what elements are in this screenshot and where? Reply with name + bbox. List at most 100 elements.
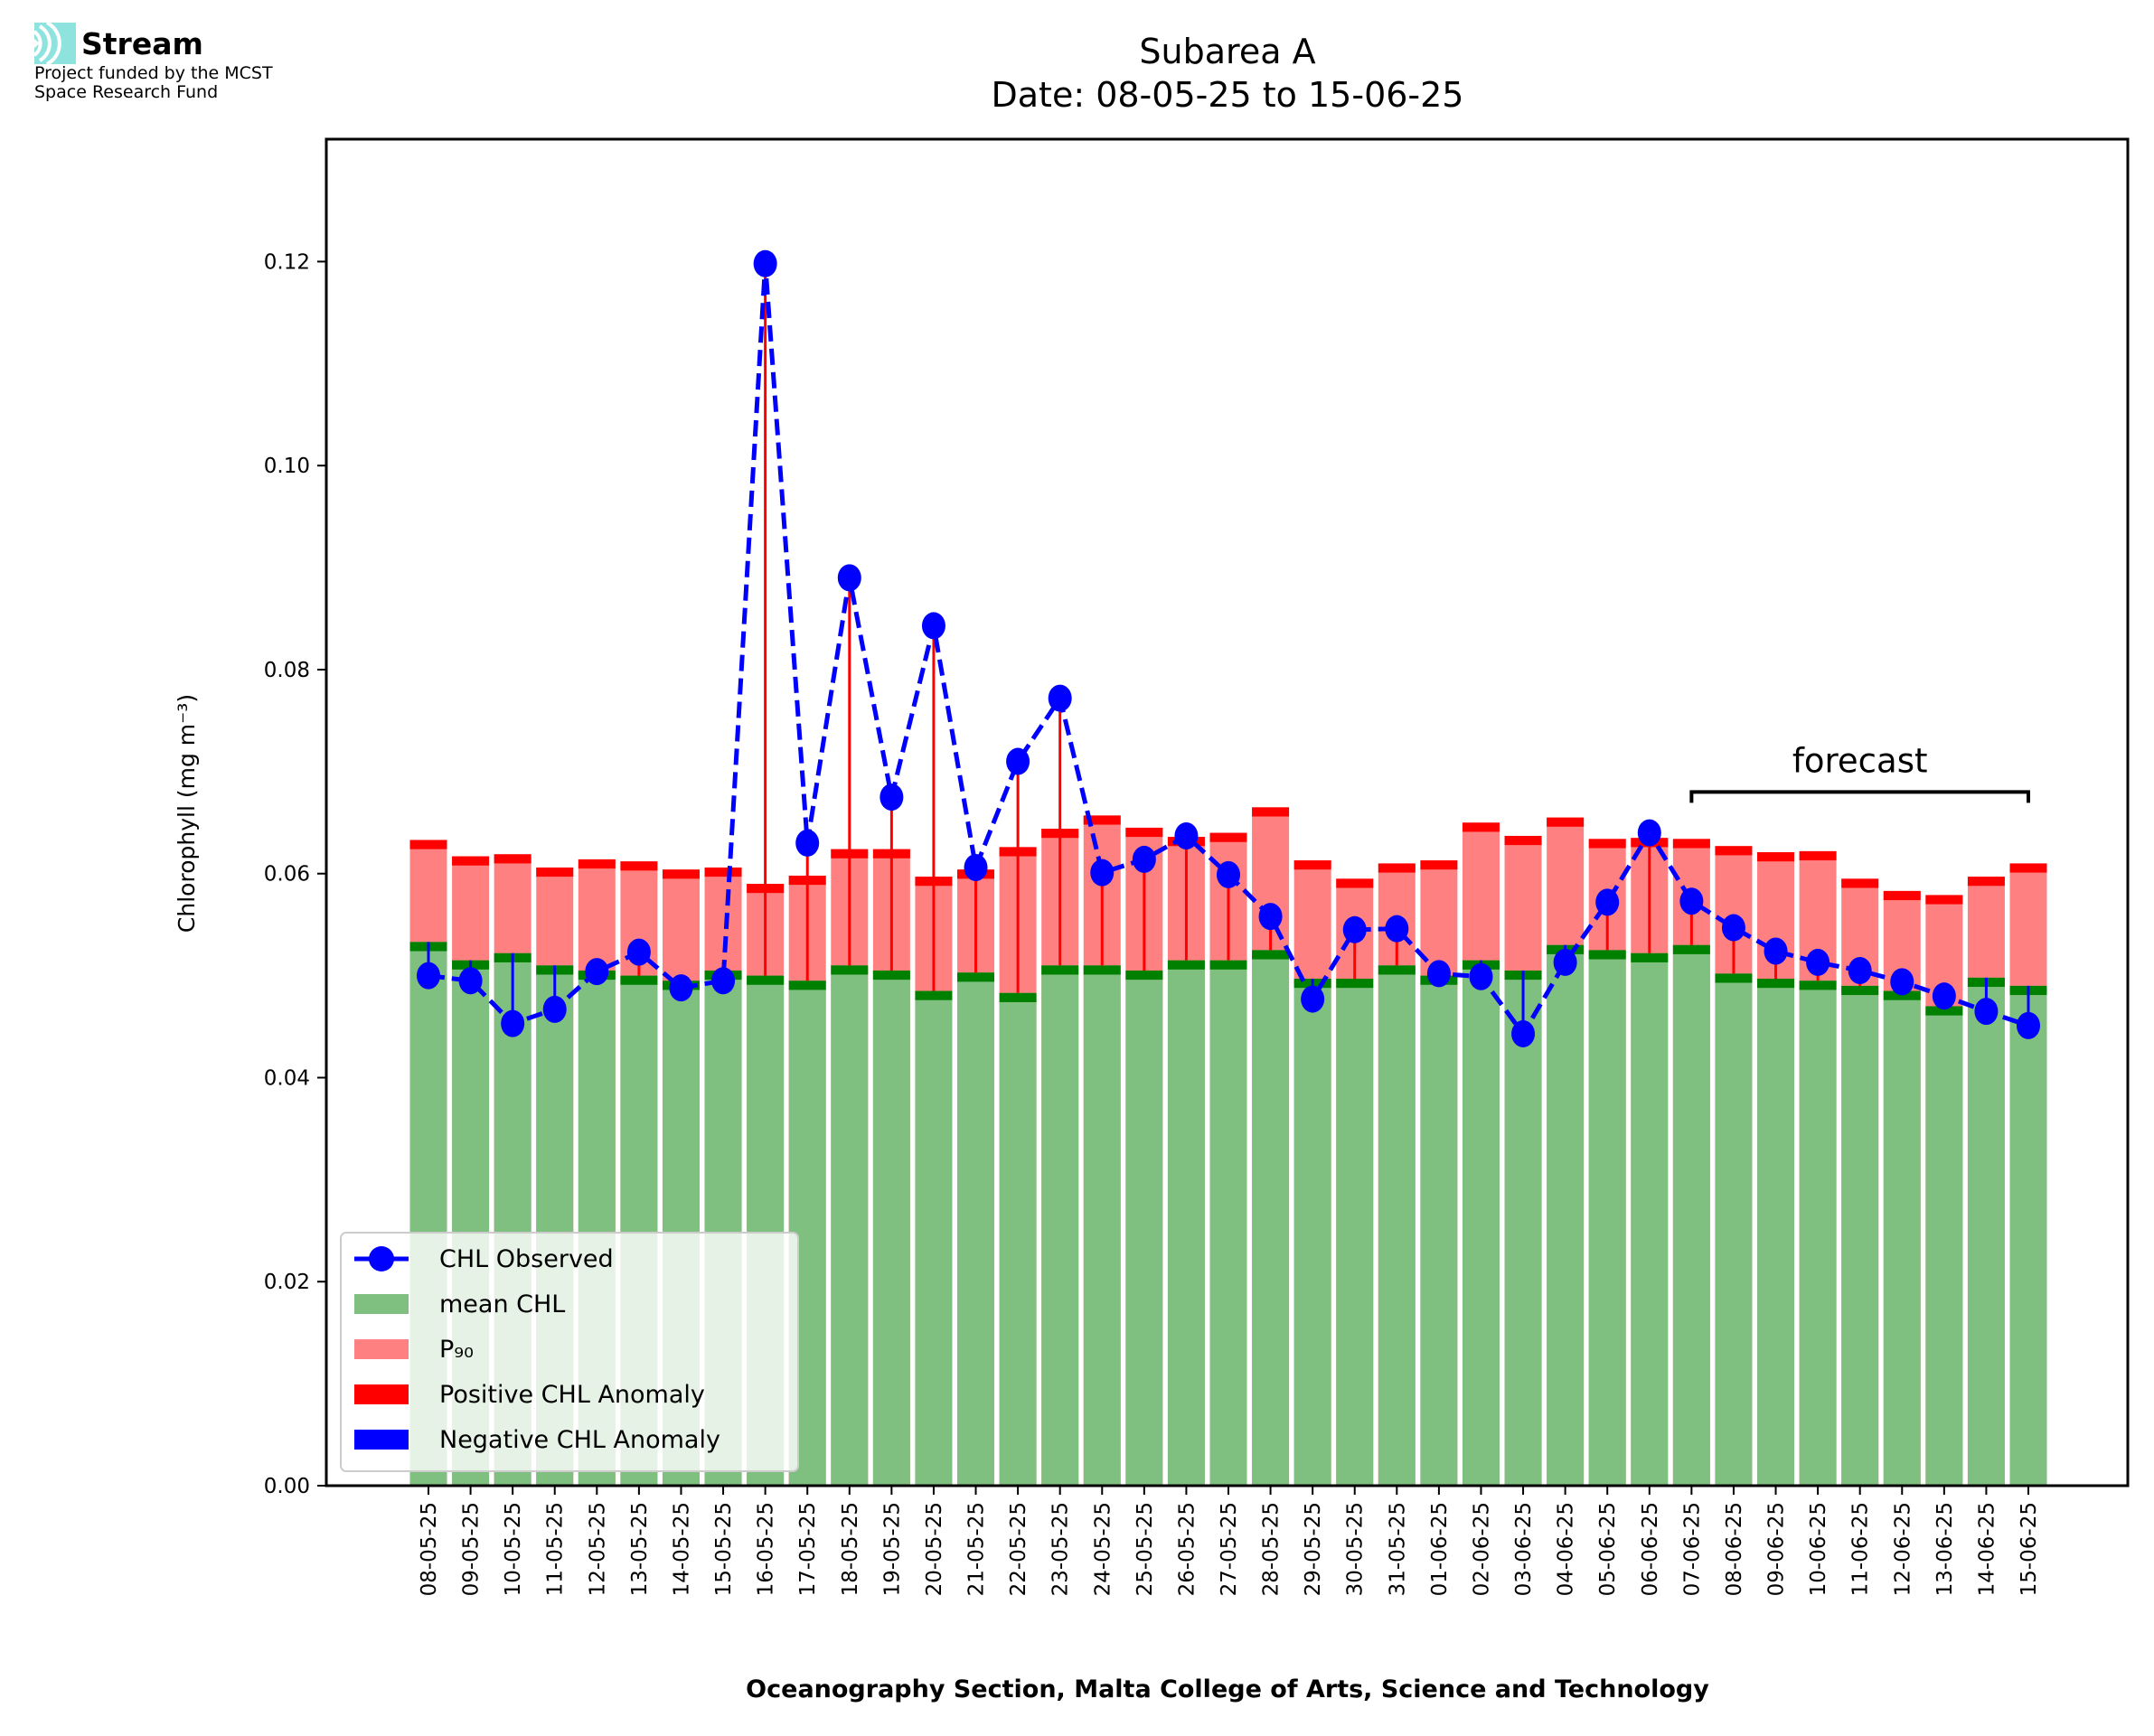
- observed-point: [1637, 819, 1661, 847]
- axes-frame: [325, 137, 2130, 1487]
- mean-bar: [1841, 985, 1879, 1486]
- x-tick-label: 09-05-25: [460, 1502, 484, 1596]
- observed-point: [458, 967, 483, 995]
- mean-cap: [957, 972, 995, 982]
- p90-cap: [494, 854, 531, 864]
- mean-cap: [620, 975, 658, 985]
- mean-bar: [1631, 952, 1669, 1486]
- mean-cap: [1378, 965, 1416, 975]
- mean-bar: [2009, 985, 2047, 1486]
- y-tick-label: 0.08: [264, 659, 310, 682]
- mean-bar: [1715, 973, 1753, 1486]
- observed-point: [1258, 903, 1283, 931]
- observed-point: [1511, 1019, 1536, 1047]
- p90-cap: [578, 859, 616, 869]
- mean-bar: [1925, 1006, 1963, 1486]
- x-tick-label: 12-05-25: [586, 1502, 609, 1596]
- x-tick-label: 19-05-25: [880, 1502, 904, 1596]
- observed-point: [1764, 937, 1788, 965]
- y-tick-label: 0.00: [264, 1475, 310, 1498]
- mean-bar: [915, 990, 953, 1486]
- observed-point: [417, 962, 440, 990]
- p90-cap: [2009, 863, 2047, 873]
- observed-point: [1217, 860, 1240, 888]
- x-tick-label: 17-05-25: [796, 1502, 820, 1596]
- p90-cap: [1715, 846, 1753, 856]
- p90-cap: [1209, 832, 1247, 842]
- legend-label: mean CHL: [439, 1290, 565, 1318]
- observed-point: [753, 249, 777, 277]
- p90-cap: [1883, 890, 1921, 901]
- x-tick-label: 27-05-25: [1218, 1502, 1241, 1596]
- observed-point: [1048, 684, 1072, 712]
- logo-line2: Space Research Fund: [34, 82, 219, 102]
- observed-point: [879, 784, 904, 812]
- mean-cap: [1588, 950, 1626, 960]
- observed-point: [1469, 962, 1493, 990]
- x-tick-label: 13-05-25: [628, 1502, 652, 1596]
- legend-swatch: [354, 1294, 409, 1314]
- p90-cap: [409, 840, 447, 849]
- x-tick-label: 31-05-25: [1386, 1502, 1409, 1596]
- x-axis-label: Oceanography Section, Malta College of A…: [746, 1675, 1709, 1703]
- observed-point: [795, 829, 820, 857]
- legend-swatch: [354, 1430, 409, 1450]
- mean-cap: [747, 975, 785, 985]
- x-tick-label: 22-05-25: [1007, 1502, 1030, 1596]
- mean-cap: [831, 965, 869, 975]
- x-tick-label: 01-06-25: [1428, 1502, 1452, 1596]
- x-tick-label: 10-06-25: [1807, 1502, 1830, 1596]
- p90-cap: [1125, 827, 1163, 838]
- observed-point: [1848, 956, 1872, 984]
- mean-bar: [1799, 981, 1837, 1486]
- observed-point: [669, 974, 693, 1002]
- x-tick-label: 04-06-25: [1555, 1502, 1578, 1596]
- mean-cap: [1631, 952, 1669, 962]
- mean-bar: [1378, 965, 1416, 1486]
- p90-cap: [1841, 878, 1879, 888]
- mean-bar: [831, 965, 869, 1486]
- logo: Stream Project funded by the MCST Space …: [34, 23, 273, 102]
- mean-cap: [1841, 985, 1879, 996]
- mean-bar: [1757, 978, 1795, 1486]
- observed-point: [711, 967, 736, 995]
- p90-cap: [1672, 839, 1710, 849]
- observed-point: [837, 564, 861, 592]
- observed-point: [2017, 1011, 2040, 1039]
- mean-cap: [1672, 944, 1710, 954]
- mean-cap: [1125, 970, 1163, 981]
- x-tick-label: 23-05-25: [1049, 1502, 1073, 1596]
- observed-point: [585, 958, 609, 986]
- y-axis-label: Chlorophyll (mg m⁻³): [174, 694, 200, 933]
- mean-bar: [1167, 960, 1205, 1486]
- legend-swatch: [354, 1384, 409, 1404]
- mean-cap: [788, 981, 826, 990]
- mean-cap: [915, 990, 953, 1000]
- mean-bar: [1209, 960, 1247, 1486]
- p90-cap: [1925, 895, 1963, 905]
- observed-point: [1890, 968, 1914, 996]
- x-tick-label: 11-06-25: [1849, 1502, 1873, 1596]
- mean-cap: [999, 992, 1037, 1002]
- legend-label: Positive CHL Anomaly: [439, 1381, 705, 1409]
- mean-bar: [1125, 970, 1163, 1486]
- x-tick-label: 14-06-25: [1975, 1502, 1999, 1596]
- y-tick-label: 0.06: [264, 863, 310, 887]
- mean-bar: [1041, 965, 1079, 1486]
- mean-cap: [1799, 981, 1837, 990]
- mean-bar: [1252, 950, 1290, 1486]
- p90-cap: [1336, 878, 1374, 888]
- observed-point: [1679, 887, 1704, 915]
- x-tick-label: 15-05-25: [712, 1502, 736, 1596]
- mean-bar: [1293, 978, 1331, 1486]
- forecast-bracket: [1689, 790, 2030, 803]
- mean-cap: [1925, 1006, 1963, 1016]
- observed-point: [1174, 821, 1199, 849]
- legend-label: Negative CHL Anomaly: [439, 1426, 720, 1454]
- observed-point: [1974, 998, 1999, 1026]
- legend-swatch: [354, 1339, 409, 1359]
- legend-label: CHL Observed: [439, 1245, 614, 1273]
- x-tick-label: 11-05-25: [544, 1502, 568, 1596]
- mean-cap: [1757, 978, 1795, 989]
- observed-point: [1806, 948, 1830, 976]
